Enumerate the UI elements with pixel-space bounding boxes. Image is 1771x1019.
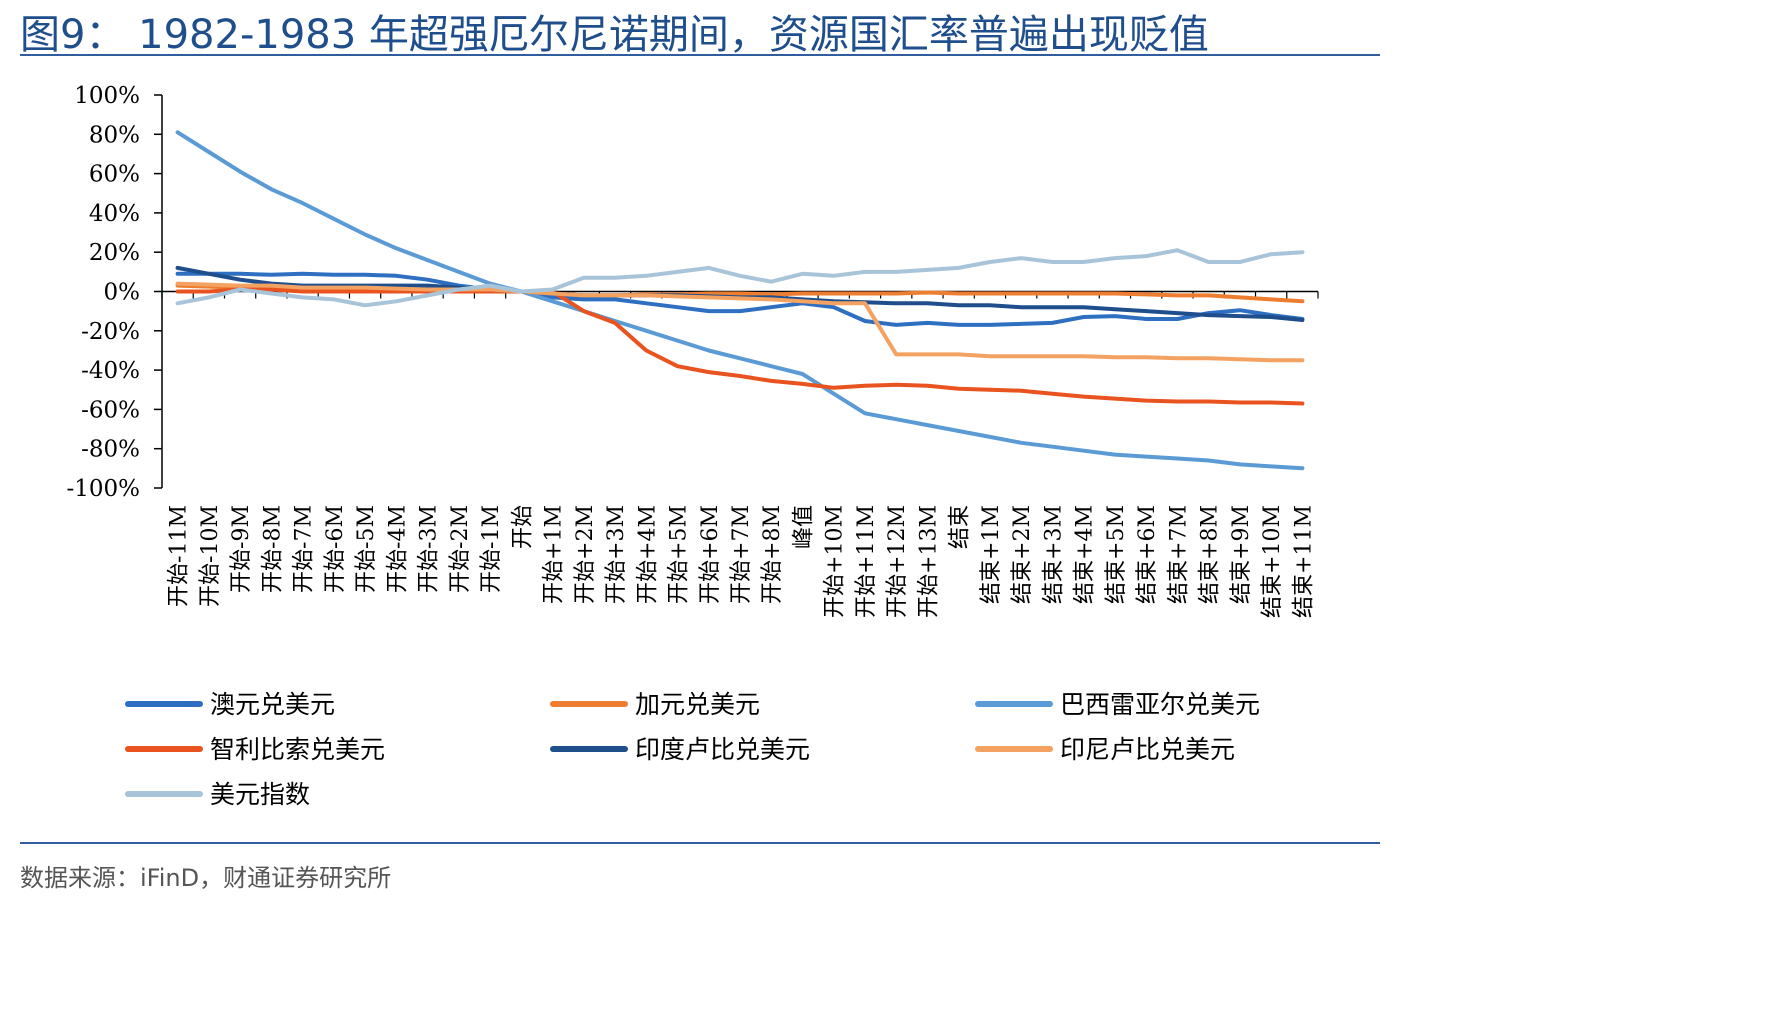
x-tick-label: 开始-8M bbox=[260, 505, 285, 593]
y-tick-label: 0% bbox=[104, 280, 141, 306]
x-tick-label: 开始-7M bbox=[292, 505, 317, 593]
legend-label-3: 智利比索兑美元 bbox=[210, 735, 385, 764]
x-tick-label: 结束+3M bbox=[1041, 505, 1066, 604]
legend-label-5: 印尼卢比兑美元 bbox=[1060, 735, 1235, 764]
x-tick-label: 开始+2M bbox=[573, 505, 598, 604]
x-tick-label: 开始-3M bbox=[417, 505, 442, 593]
x-tick-label: 峰值 bbox=[791, 505, 816, 549]
x-tick-label: 开始 bbox=[510, 505, 535, 549]
source-note: 数据来源：iFinD，财通证券研究所 bbox=[20, 864, 392, 892]
x-tick-label: 开始+12M bbox=[885, 505, 910, 618]
x-tick-label: 结束+8M bbox=[1198, 505, 1223, 604]
x-tick-label: 结束+2M bbox=[1010, 505, 1035, 604]
line-chart: 100% 80% 60% 40% 20% 0% -20% -40% -60% -80% -100% 开… bbox=[66, 83, 1319, 809]
chart-series bbox=[175, 130, 1305, 471]
series-line-5 bbox=[175, 281, 1305, 363]
y-tick-label: -100% bbox=[66, 476, 140, 502]
series-line-0 bbox=[175, 271, 1305, 327]
legend-label-6: 美元指数 bbox=[210, 780, 310, 809]
x-tick-label: 开始+11M bbox=[854, 505, 879, 618]
y-tick-label: 40% bbox=[89, 201, 140, 227]
y-tick-label: -60% bbox=[81, 397, 140, 423]
x-tick-label: 开始-10M bbox=[198, 505, 223, 607]
legend-label-2: 巴西雷亚尔兑美元 bbox=[1060, 690, 1260, 719]
x-tick-label: 开始+4M bbox=[635, 505, 660, 604]
x-tick-label: 开始+13M bbox=[916, 505, 941, 618]
source-rule bbox=[20, 842, 1380, 844]
x-tick-label: 结束+9M bbox=[1229, 505, 1254, 604]
legend-label-1: 加元兑美元 bbox=[635, 690, 760, 719]
x-tick-label: 开始+8M bbox=[760, 505, 785, 604]
x-tick-label: 开始+7M bbox=[729, 505, 754, 604]
x-tick-label: 结束+7M bbox=[1166, 505, 1191, 604]
x-tick-label: 开始-5M bbox=[354, 505, 379, 593]
y-tick-label: 60% bbox=[89, 162, 140, 188]
legend-label-4: 印度卢比兑美元 bbox=[635, 735, 810, 764]
y-tick-label: -80% bbox=[81, 437, 140, 463]
legend-label-0: 澳元兑美元 bbox=[210, 690, 335, 719]
x-tick-label: 结束+6M bbox=[1135, 505, 1160, 604]
y-tick-label: 20% bbox=[89, 240, 140, 266]
series-line-6 bbox=[175, 248, 1305, 308]
x-tick-label: 开始+5M bbox=[667, 505, 692, 604]
x-tick-label: 开始+6M bbox=[698, 505, 723, 604]
y-tick-label: 100% bbox=[74, 83, 140, 109]
x-tick-label: 结束+10M bbox=[1260, 505, 1285, 618]
x-tick-label: 开始-1M bbox=[479, 505, 504, 593]
x-tick-label: 开始-6M bbox=[323, 505, 348, 593]
x-tick-label: 结束 bbox=[948, 505, 973, 549]
x-tick-label: 结束+1M bbox=[979, 505, 1004, 604]
figure-title: 图9： 1982-1983 年超强厄尔尼诺期间，资源国汇率普遍出现贬值 bbox=[20, 12, 1209, 58]
x-tick-label: 开始-4M bbox=[385, 505, 410, 593]
x-tick-label: 开始+1M bbox=[542, 505, 567, 604]
series-line-3 bbox=[175, 287, 1305, 406]
title-rule bbox=[20, 54, 1380, 56]
x-tick-label: 结束+11M bbox=[1291, 505, 1316, 618]
x-tick-label: 开始-2M bbox=[448, 505, 473, 593]
chart-axes: 100% 80% 60% 40% 20% 0% -20% -40% -60% -80% -100% 开… bbox=[66, 83, 1319, 618]
x-tick-label: 结束+5M bbox=[1104, 505, 1129, 604]
x-tick-label: 结束+4M bbox=[1073, 505, 1098, 604]
x-tick-label: 开始+3M bbox=[604, 505, 629, 604]
series-line-2 bbox=[175, 130, 1305, 471]
y-tick-label: 80% bbox=[89, 122, 140, 148]
y-tick-label: -40% bbox=[81, 358, 140, 384]
x-tick-label: 开始-9M bbox=[229, 505, 254, 593]
x-tick-label: 开始-11M bbox=[167, 505, 192, 607]
y-tick-label: -20% bbox=[81, 319, 140, 345]
x-tick-label: 开始+10M bbox=[823, 505, 848, 618]
